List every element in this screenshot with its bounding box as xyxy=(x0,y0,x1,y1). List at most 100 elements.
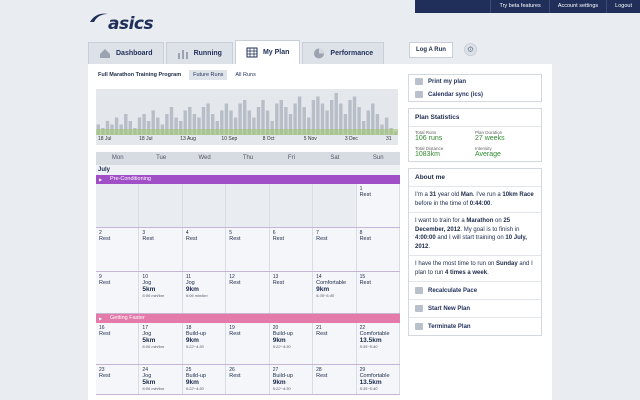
log-a-run-button[interactable]: Log A Run xyxy=(409,42,453,58)
run-distance: 5km xyxy=(142,286,156,293)
terminate-plan-button[interactable]: Terminate Plan xyxy=(409,317,541,335)
calendar-day[interactable]: 4 Rest xyxy=(182,228,227,271)
run-distance: 9km xyxy=(185,286,199,293)
chart-bar xyxy=(288,114,293,135)
calendar-day[interactable]: 10 Jog 5km 6:06 min/km xyxy=(139,272,183,313)
calendar-day[interactable]: 18 Build-up 9km 5:22~4:30 xyxy=(182,323,227,364)
day-number: 14 xyxy=(316,274,322,280)
phase-bar[interactable]: Pre-Conditioning xyxy=(96,175,400,184)
calendar-week: 23 Rest 24 Jog 5km 6:06 min/km 25 Build-up 9km 5:… xyxy=(96,365,400,395)
run-type: Rest xyxy=(316,331,328,337)
tab-label: Dashboard xyxy=(116,50,153,57)
chart-bar xyxy=(142,114,146,135)
account-settings-link[interactable]: Account settings xyxy=(548,0,606,13)
calendar-day[interactable]: 8 Rest xyxy=(356,228,400,271)
stat-label: Total Runs xyxy=(415,130,437,135)
logout-link[interactable]: Logout xyxy=(606,0,640,13)
calendar-day[interactable]: 16 Rest xyxy=(96,323,140,364)
chart-bar xyxy=(174,117,178,135)
chart-bar xyxy=(206,103,210,135)
phase-bar[interactable]: Getting Faster xyxy=(96,314,400,323)
house-icon xyxy=(99,48,111,59)
chart-bar xyxy=(325,110,329,135)
start-new-plan-button[interactable]: Start New Plan xyxy=(409,299,541,317)
calendar-day[interactable]: 22 Comfortable 13.5km 5:35~5:40 xyxy=(356,323,400,364)
calendar-day[interactable]: 20 Build-up 9km 5:22~4:30 xyxy=(269,323,314,364)
calendar-day[interactable]: 29 Comfortable 13.5km 5:35~5:40 xyxy=(356,365,400,394)
chart-bar xyxy=(284,107,288,135)
run-pace: 5:22~4:30 xyxy=(185,344,204,349)
calendar-day[interactable]: 21 Rest xyxy=(313,323,357,364)
run-type: Rest xyxy=(229,373,241,379)
chart-bar xyxy=(188,107,192,135)
sync-icon xyxy=(415,91,423,98)
chart-bar xyxy=(192,114,197,135)
calendar-day[interactable]: 23 Rest xyxy=(96,365,140,394)
calendar-day[interactable]: 24 Jog 5km 6:06 min/km xyxy=(139,365,183,394)
calendar-day[interactable]: 28 Rest xyxy=(313,365,357,394)
calendar-day[interactable]: 7 Rest xyxy=(313,228,357,271)
run-type: Rest xyxy=(229,331,241,337)
day-label: Mon xyxy=(111,155,124,161)
chart-bar xyxy=(343,114,348,135)
calendar-day[interactable]: 11 Jog 9km 6:06 min/km xyxy=(182,272,227,313)
run-type: Rest xyxy=(359,236,371,242)
day-number: 2 xyxy=(99,230,102,236)
chart-bar xyxy=(366,110,370,135)
calendar-day[interactable]: 25 Build-up 9km 5:22~4:30 xyxy=(182,365,227,394)
calendar-day[interactable] xyxy=(269,184,314,227)
calendar-sync-button[interactable]: Calendar sync (ics) xyxy=(409,88,541,101)
run-type: Rest xyxy=(316,236,328,242)
chart-bar xyxy=(243,100,247,135)
calendar-day[interactable]: 5 Rest xyxy=(226,228,270,271)
calendar-day[interactable]: 12 Rest xyxy=(226,272,270,313)
calendar-day[interactable]: 26 Rest xyxy=(226,365,270,394)
calendar-day[interactable]: 1 Rest xyxy=(356,184,400,227)
print-plan-button[interactable]: Print my plan xyxy=(409,75,541,88)
tab-dashboard[interactable]: Dashboard xyxy=(88,42,164,64)
day-label: Sat xyxy=(330,155,340,161)
calendar-day[interactable]: 15 Rest xyxy=(356,272,400,313)
chart-bar xyxy=(302,107,306,135)
calendar-day[interactable]: 19 Rest xyxy=(226,323,270,364)
pie-icon xyxy=(313,48,325,59)
day-number: 3 xyxy=(142,230,146,236)
chart-bar xyxy=(275,103,279,135)
beta-link[interactable]: Try beta features xyxy=(490,0,548,13)
about-text-1: I'm a 31 year old Man. I've run a 10km R… xyxy=(409,187,541,213)
calendar-day[interactable] xyxy=(182,184,227,227)
asics-logo[interactable]: asics xyxy=(90,13,154,34)
plan-title: Full Marathon Training Program xyxy=(98,72,182,78)
calendar-day[interactable] xyxy=(96,184,140,227)
day-number: 16 xyxy=(99,325,105,331)
chart-bar xyxy=(233,117,238,135)
run-distance: 5km xyxy=(142,337,156,344)
run-type: Rest xyxy=(185,236,198,242)
tab-performance[interactable]: Performance xyxy=(302,42,385,64)
calendar-day[interactable]: 17 Jog 5km 6:06 min/km xyxy=(139,323,183,364)
calendar-day[interactable]: 6 Rest xyxy=(269,228,314,271)
recalculate-pace-button[interactable]: Recalculate Pace xyxy=(409,282,541,299)
stripes-icon xyxy=(90,13,108,22)
calendar-day[interactable]: 14 Comfortable 9km 5:35~5:40 xyxy=(313,272,357,313)
calendar-day[interactable] xyxy=(139,184,183,227)
calendar-day[interactable]: 13 Rest xyxy=(269,272,314,313)
chart-bar xyxy=(179,121,183,135)
run-type: Build-up xyxy=(272,331,293,337)
run-type: Jog xyxy=(142,331,152,337)
shoe-icon[interactable]: ⚙ xyxy=(464,43,477,56)
stats-title: Plan Statistics xyxy=(409,109,541,127)
day-number: 13 xyxy=(272,274,279,280)
all-runs-link[interactable]: All Runs xyxy=(235,72,256,78)
calendar-day[interactable]: 3 Rest xyxy=(139,228,183,271)
calendar-day[interactable]: 9 Rest xyxy=(96,272,140,313)
calendar-day[interactable] xyxy=(226,184,270,227)
run-type: Comfortable xyxy=(316,280,347,286)
tab-my-plan[interactable]: My Plan xyxy=(234,40,301,64)
calendar-day[interactable]: 2 Rest xyxy=(96,228,140,271)
future-runs-button[interactable]: Future Runs xyxy=(189,70,228,80)
calendar-day[interactable] xyxy=(313,184,357,227)
calendar-day[interactable]: 27 Build-up 9km 5:22~4:30 xyxy=(269,365,314,394)
run-type: Jog xyxy=(185,280,195,286)
tab-running[interactable]: Running xyxy=(165,42,233,64)
